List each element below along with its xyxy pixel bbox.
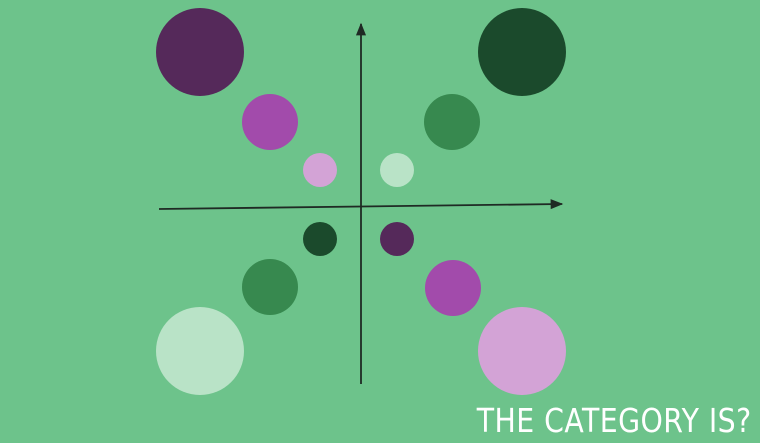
circle-top-left-small [303, 153, 337, 187]
circle-bottom-left-small [303, 222, 337, 256]
circle-top-left-large [156, 8, 244, 96]
circle-top-right-large [478, 8, 566, 96]
circle-bottom-right-medium [425, 260, 481, 316]
circle-bottom-left-medium [242, 259, 298, 315]
caption-text: THE CATEGORY IS? [477, 401, 752, 440]
circle-bottom-right-small [380, 222, 414, 256]
circle-top-right-small [380, 153, 414, 187]
circle-top-left-medium [242, 94, 298, 150]
circle-bottom-right-large [478, 307, 566, 395]
circle-bottom-left-large [156, 307, 244, 395]
circle-top-right-medium [424, 94, 480, 150]
